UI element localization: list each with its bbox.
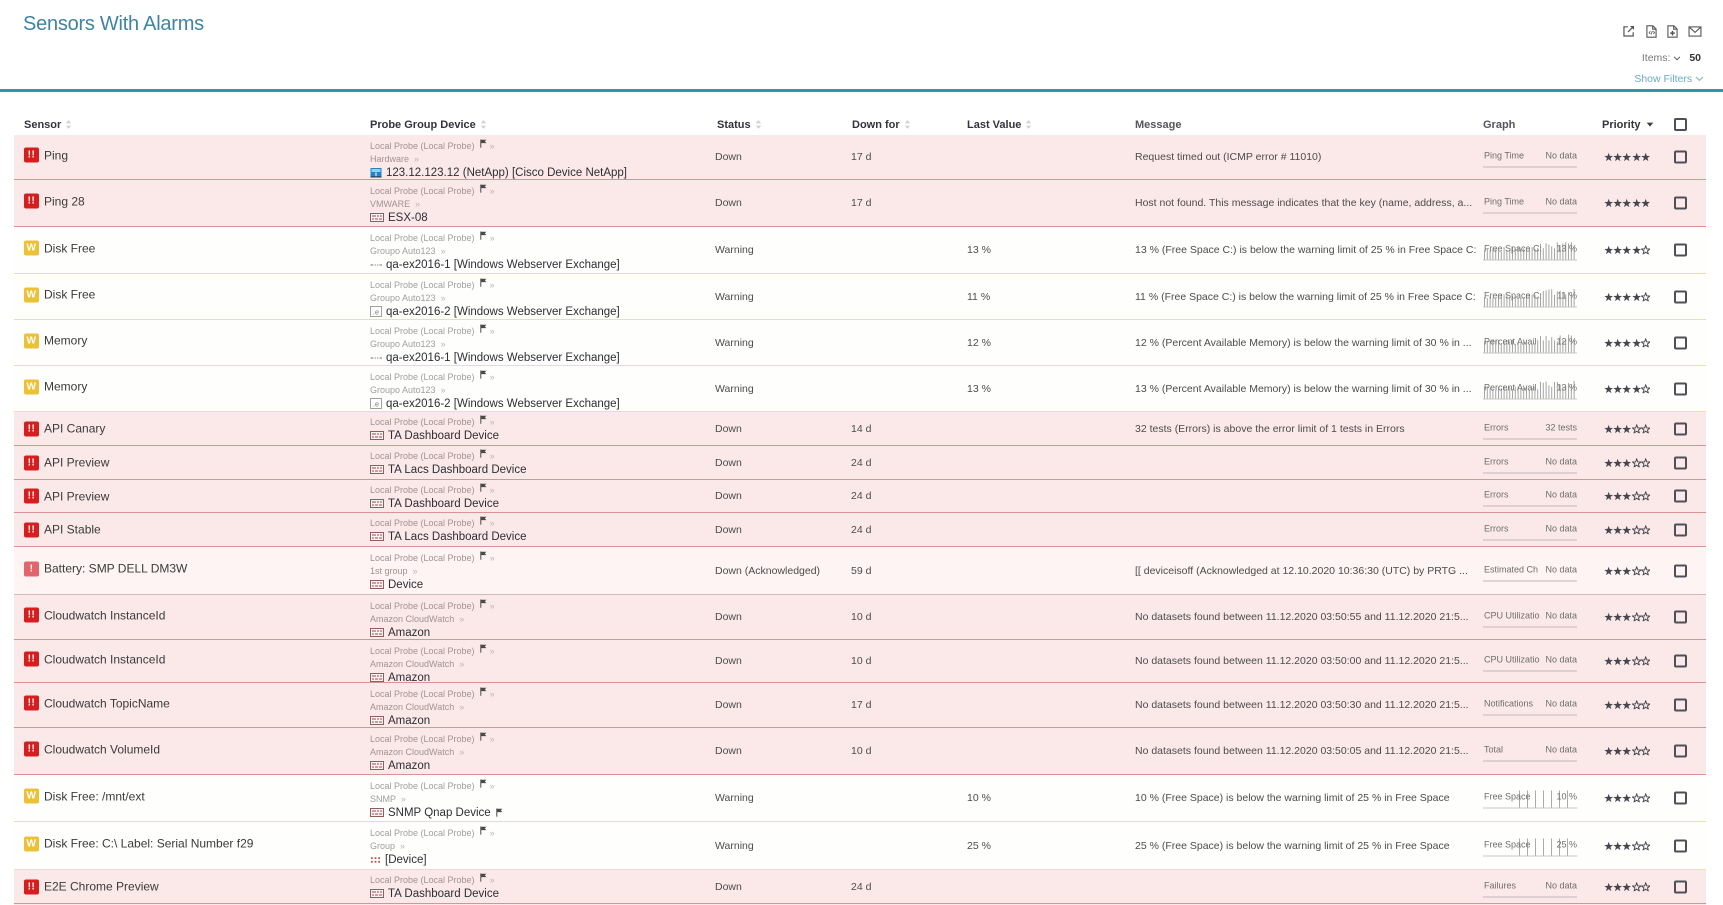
svg-text:.e: .e bbox=[373, 399, 379, 408]
svg-text:.e: .e bbox=[373, 307, 379, 316]
